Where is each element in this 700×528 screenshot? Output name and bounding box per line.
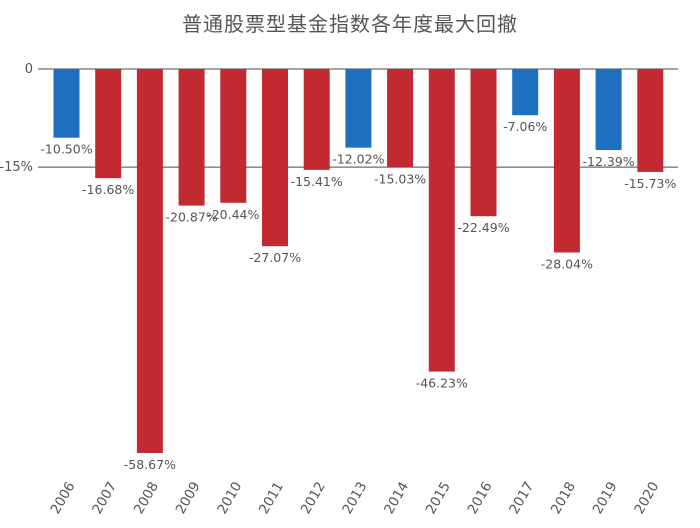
data-label: -15.41%	[291, 174, 343, 189]
x-tick-label: 2016	[465, 479, 496, 517]
x-tick-label: 2006	[48, 479, 79, 517]
x-tick-label: 2014	[381, 479, 412, 517]
bar-2007	[95, 69, 122, 179]
data-label: -20.87%	[166, 210, 218, 225]
x-tick-label: 2015	[423, 479, 454, 517]
x-tick-label: 2010	[214, 479, 245, 517]
bar-2014	[387, 69, 414, 168]
data-label: -7.06%	[503, 119, 547, 134]
bar-2012	[303, 69, 330, 170]
bar-2013	[345, 69, 372, 148]
chart-title: 普通股票型基金指数各年度最大回撤	[182, 12, 518, 36]
bar-2006	[53, 69, 80, 138]
bar-2016	[470, 69, 497, 217]
bar-2020	[637, 69, 664, 172]
data-label: -12.02%	[332, 152, 384, 167]
data-label: -46.23%	[416, 376, 468, 391]
data-label: -58.67%	[124, 457, 176, 472]
x-tick-label: 2009	[173, 479, 204, 517]
bar-2008	[136, 69, 163, 453]
bar-2009	[178, 69, 205, 206]
data-label: -28.04%	[541, 257, 593, 272]
bar-2017	[512, 69, 539, 116]
data-label: -20.44%	[207, 207, 259, 222]
data-label: -15.73%	[624, 176, 676, 191]
x-tick-label: 2020	[631, 479, 662, 517]
x-tick-label: 2017	[506, 479, 537, 517]
data-label: -10.50%	[40, 142, 92, 157]
bar-2011	[262, 69, 288, 247]
bar-2019	[595, 69, 622, 151]
data-label: -22.49%	[457, 220, 509, 235]
bar-2010	[220, 69, 247, 203]
x-tick-label: 2013	[339, 479, 370, 517]
x-tick-label: 2012	[298, 479, 329, 517]
y-tick-label: 0	[25, 62, 33, 77]
y-tick-label: -15%	[0, 160, 33, 175]
x-tick-label: 2018	[548, 479, 579, 517]
data-label: -27.07%	[249, 250, 301, 265]
data-label: -16.68%	[82, 182, 134, 197]
x-tick-label: 2019	[590, 479, 621, 517]
data-label: -15.03%	[374, 171, 426, 186]
bar-2018	[553, 69, 580, 253]
x-tick-label: 2007	[89, 479, 120, 517]
x-tick-label: 2008	[131, 479, 162, 517]
x-tick-label: 2011	[256, 479, 287, 517]
data-label: -12.39%	[583, 154, 635, 169]
bar-2015	[428, 69, 455, 372]
